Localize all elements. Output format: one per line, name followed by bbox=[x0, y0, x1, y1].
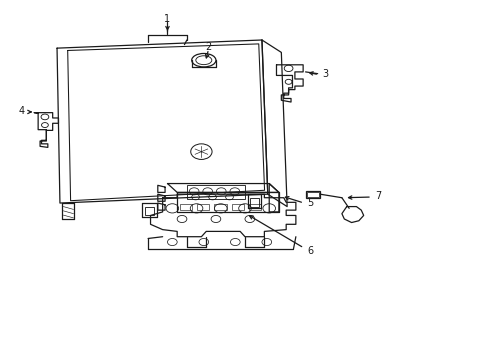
Text: 2: 2 bbox=[205, 42, 212, 52]
Text: 7: 7 bbox=[375, 191, 381, 201]
Bar bbox=[232, 204, 244, 210]
Bar bbox=[307, 192, 318, 197]
Bar bbox=[250, 198, 259, 207]
Bar bbox=[249, 204, 262, 210]
Text: 5: 5 bbox=[307, 198, 314, 208]
Bar bbox=[187, 185, 245, 199]
Text: 1: 1 bbox=[165, 14, 171, 24]
Text: 4: 4 bbox=[18, 106, 24, 116]
Bar bbox=[197, 204, 209, 210]
Bar bbox=[215, 204, 226, 210]
Bar bbox=[306, 191, 320, 198]
Text: 6: 6 bbox=[307, 246, 314, 256]
Bar bbox=[145, 207, 154, 215]
Text: 3: 3 bbox=[322, 69, 328, 79]
Bar bbox=[180, 204, 192, 210]
